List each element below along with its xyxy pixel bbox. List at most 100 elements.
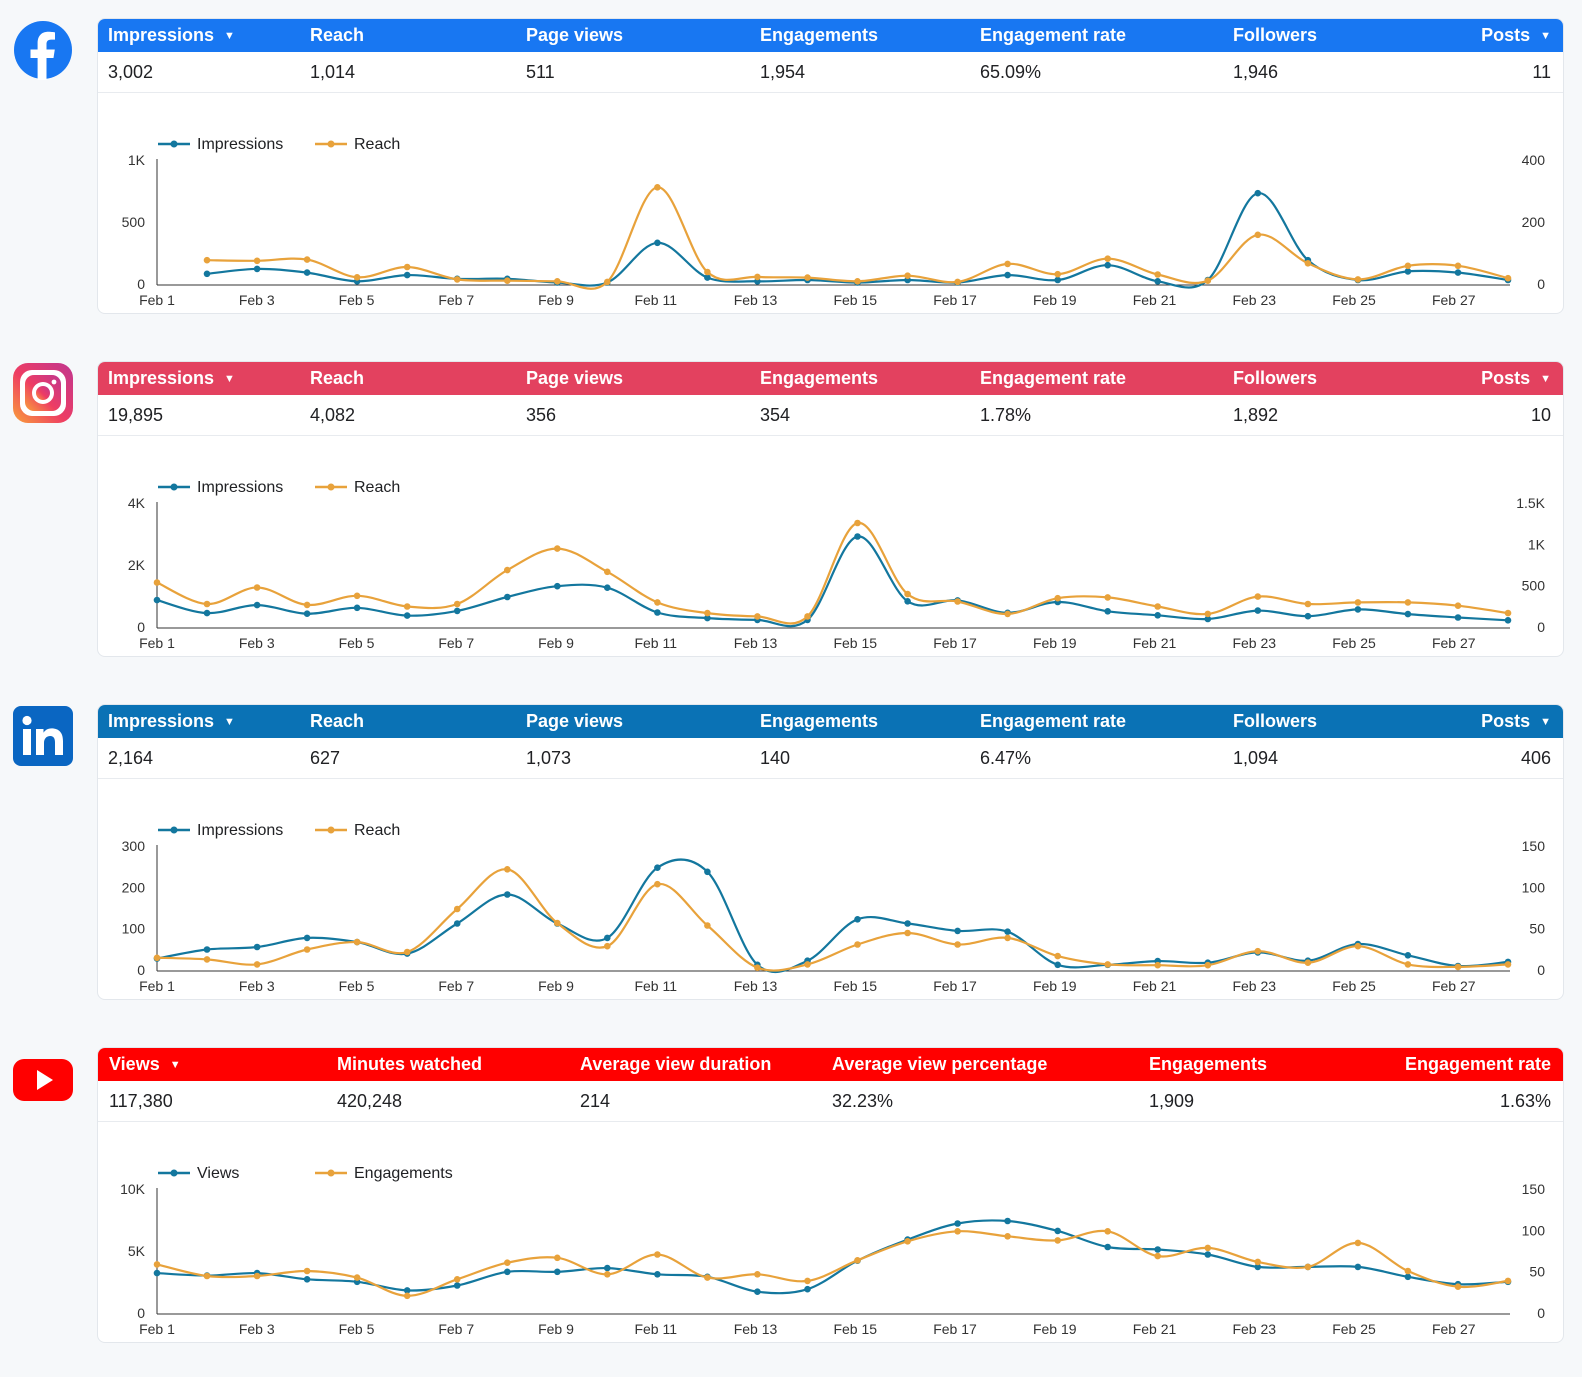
data-point[interactable] [353,938,361,946]
data-point[interactable] [754,964,761,971]
data-point[interactable] [1004,1233,1011,1240]
legend-item[interactable]: Impressions [158,479,283,496]
data-point[interactable] [1004,934,1011,942]
sort-caret-icon[interactable]: ▼ [224,716,235,728]
data-point[interactable] [1304,1263,1312,1271]
data-point[interactable] [804,961,811,968]
data-point[interactable] [654,1271,661,1278]
sort-caret-icon[interactable]: ▼ [169,1059,181,1071]
data-point[interactable] [353,1274,361,1281]
data-point[interactable] [403,263,411,271]
sort-caret-icon[interactable]: ▼ [224,373,235,385]
header-impressions[interactable]: Impressions ▼ [108,705,235,739]
data-point[interactable] [1054,270,1061,278]
data-point[interactable] [1104,961,1111,968]
data-point[interactable] [1204,1244,1212,1252]
data-point[interactable] [1404,952,1412,959]
header-posts[interactable]: Posts ▼ [1481,362,1551,396]
data-point[interactable] [253,265,261,273]
data-point[interactable] [904,1238,911,1245]
data-point[interactable] [654,184,661,191]
data-point[interactable] [904,590,911,598]
data-point[interactable] [203,600,211,608]
data-point[interactable] [654,880,661,888]
data-point[interactable] [854,941,861,948]
data-point[interactable] [1304,612,1312,620]
data-point[interactable] [453,1276,461,1283]
data-point[interactable] [754,1271,761,1278]
data-point[interactable] [804,1285,811,1293]
data-point[interactable] [654,239,661,247]
data-point[interactable] [1104,1243,1111,1251]
data-point[interactable] [704,609,711,617]
data-point[interactable] [654,1251,661,1258]
legend-item[interactable]: Impressions [158,136,283,153]
data-point[interactable] [1504,1277,1512,1285]
data-point[interactable] [203,270,211,278]
data-point[interactable] [954,278,961,286]
data-point[interactable] [1104,1228,1111,1235]
data-point[interactable] [453,607,461,615]
data-point[interactable] [704,614,711,622]
sort-caret-icon[interactable]: ▼ [1540,373,1551,385]
data-point[interactable] [253,1272,261,1280]
data-point[interactable] [1354,942,1362,950]
data-point[interactable] [1354,276,1362,283]
data-point[interactable] [604,278,611,286]
sort-caret-icon[interactable]: ▼ [224,30,235,42]
data-point[interactable] [1304,959,1312,966]
data-point[interactable] [1504,617,1512,624]
data-point[interactable] [604,934,611,942]
data-point[interactable] [1454,602,1462,609]
data-point[interactable] [1254,189,1262,197]
data-point[interactable] [954,1228,961,1235]
legend-item[interactable]: Reach [315,479,400,496]
data-point[interactable] [303,1267,311,1275]
data-point[interactable] [1404,268,1412,275]
data-point[interactable] [1204,277,1212,284]
data-point[interactable] [1154,271,1161,278]
data-point[interactable] [453,1282,461,1289]
data-point[interactable] [203,609,211,617]
data-point[interactable] [654,864,661,871]
data-point[interactable] [854,278,861,285]
data-point[interactable] [353,604,361,612]
legend-item[interactable]: Engagements [315,1165,453,1182]
data-point[interactable] [1354,1263,1362,1271]
data-point[interactable] [303,601,311,609]
data-point[interactable] [253,943,261,951]
data-point[interactable] [1454,963,1462,971]
data-point[interactable] [1354,599,1362,606]
header-posts[interactable]: Posts ▼ [1481,19,1551,53]
data-point[interactable] [1054,276,1061,284]
data-point[interactable] [303,256,311,263]
data-point[interactable] [1104,255,1111,262]
data-point[interactable] [403,612,411,619]
data-point[interactable] [604,584,611,591]
sort-caret-icon[interactable]: ▼ [1540,30,1551,42]
data-point[interactable] [353,592,361,600]
data-point[interactable] [1304,600,1312,608]
data-point[interactable] [1304,260,1312,267]
data-point[interactable] [203,946,211,953]
data-point[interactable] [453,905,461,913]
data-point[interactable] [1404,610,1412,618]
data-point[interactable] [403,271,411,279]
data-point[interactable] [904,598,911,605]
data-point[interactable] [1404,1267,1412,1275]
data-point[interactable] [403,603,411,610]
legend-item[interactable]: Impressions [158,822,283,839]
data-point[interactable] [554,278,561,285]
data-point[interactable] [1204,610,1212,618]
data-point[interactable] [303,946,311,953]
data-point[interactable] [353,274,361,281]
data-point[interactable] [1354,1239,1362,1247]
data-point[interactable] [1504,274,1512,282]
data-point[interactable] [654,609,661,616]
data-point[interactable] [1404,961,1412,968]
data-point[interactable] [203,956,211,963]
data-point[interactable] [1054,952,1061,960]
data-point[interactable] [1354,606,1362,613]
legend-item[interactable]: Views [158,1165,239,1182]
data-point[interactable] [1054,961,1061,969]
